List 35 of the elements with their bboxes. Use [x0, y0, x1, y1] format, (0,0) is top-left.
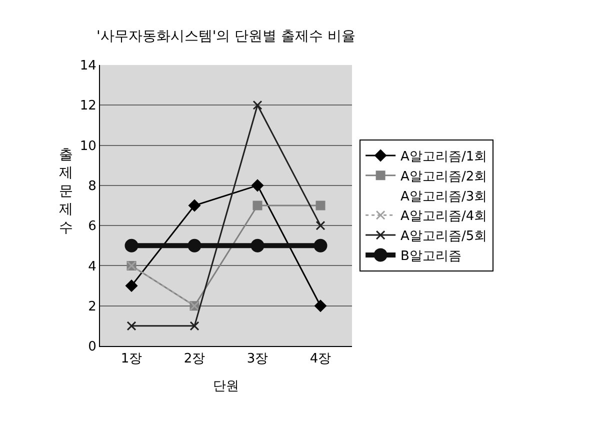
legend-label: A알고리즘/5회 [400, 229, 488, 244]
legend-label: A알고리즘/1회 [400, 150, 488, 165]
y-tick-label: 6 [88, 219, 96, 234]
point [252, 179, 264, 192]
point [126, 280, 138, 292]
legend-label: A알고리즘/4회 [400, 209, 488, 224]
point [188, 200, 200, 212]
y-tick-label: 2 [88, 299, 96, 314]
point [252, 100, 262, 110]
y-tick-label: 0 [88, 340, 96, 355]
text: A알고리즘/3회 [400, 189, 488, 204]
point [314, 238, 328, 252]
x-axis-title: 단원 [213, 379, 239, 394]
point [314, 300, 326, 312]
point [188, 238, 202, 252]
y-tick-label: 8 [88, 178, 96, 194]
point [190, 321, 200, 331]
point [250, 238, 264, 252]
point [124, 238, 138, 252]
y-tick-label: 4 [88, 259, 96, 274]
point [316, 200, 326, 210]
x-tick-label: 3장 [246, 352, 268, 367]
point [252, 200, 262, 210]
x-tick-label: 2장 [184, 352, 206, 367]
x-tick-label: 1장 [120, 352, 142, 367]
chart-title: '사무자동화시스템'의 단원별 출제수 비율 [96, 28, 356, 44]
point [126, 321, 136, 331]
y-tick-label: 12 [80, 98, 96, 114]
point [316, 220, 326, 230]
x-tick-label: 4장 [310, 352, 332, 367]
legend-label: B알고리즘 [400, 249, 462, 264]
y-tick-label: 14 [80, 58, 96, 74]
y-tick-label: 10 [80, 138, 96, 154]
y-axis-title: 출제문제수 [59, 147, 73, 236]
legend-label: A알고리즘/2회 [400, 169, 488, 184]
